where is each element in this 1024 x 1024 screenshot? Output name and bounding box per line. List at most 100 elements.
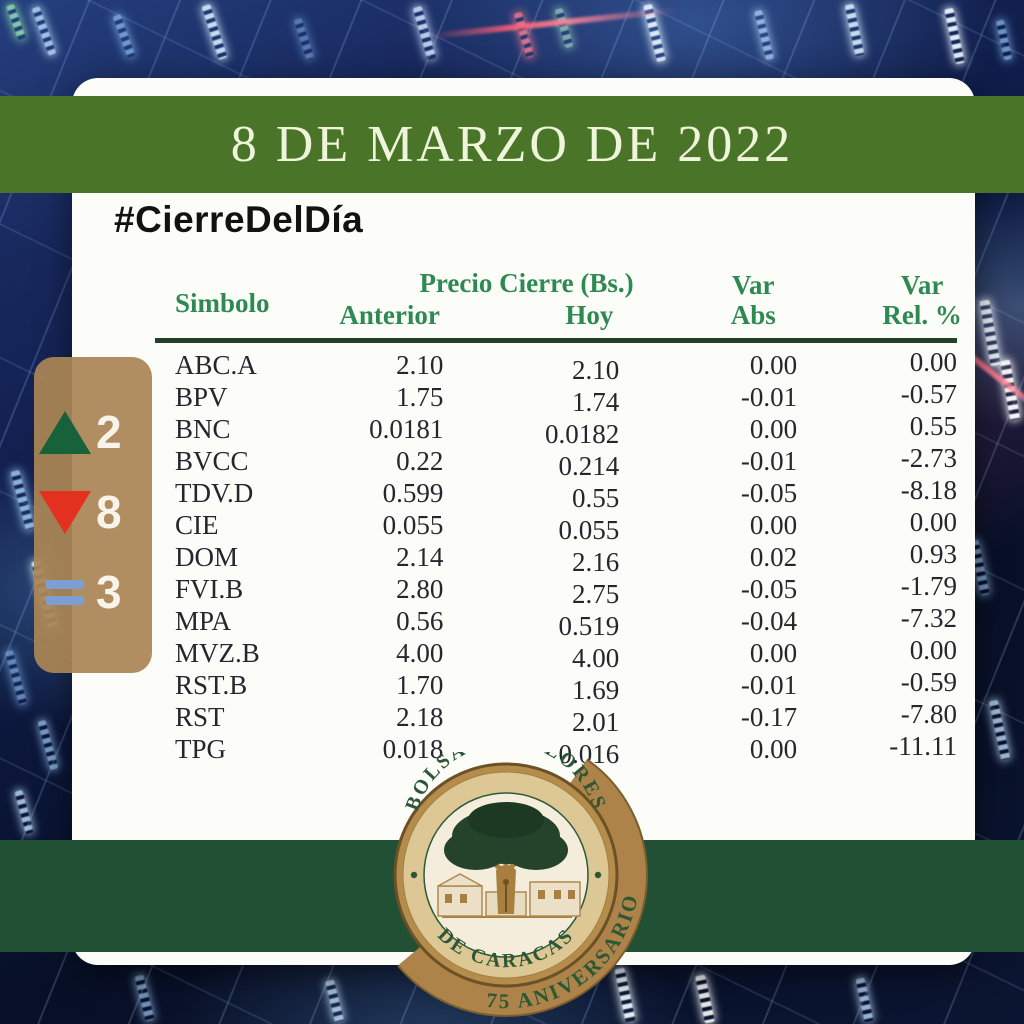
cell-previous: 0.0181 [369, 414, 444, 444]
cell-today: 2.01 [572, 707, 620, 737]
cell-previous: 1.75 [396, 382, 444, 412]
cell-var_rel: 0.00 [909, 635, 957, 665]
cell-today: 1.74 [572, 387, 620, 417]
seal-dot-left [410, 871, 418, 879]
ticker-digits-decor [201, 3, 228, 61]
ticker-digits-decor [554, 7, 574, 49]
cell-today: 0.055 [558, 515, 620, 545]
cell-var_abs: 0.00 [749, 414, 798, 444]
tree-emblem [437, 802, 581, 918]
ticker-digits-decor [14, 789, 34, 835]
cell-var_rel: 0.00 [909, 507, 957, 537]
cell-var_rel: -7.80 [900, 699, 957, 729]
cell-symbol: RST [175, 702, 225, 732]
ribbon-band [398, 760, 646, 1015]
cell-var_abs: -0.01 [740, 670, 798, 700]
ticker-digits-decor [695, 974, 715, 1024]
table-row: TPG 0.018 0.016 0.00 -11.11 [155, 731, 957, 769]
cell-symbol: BPV [175, 382, 228, 412]
cell-symbol: TDV.D [175, 478, 254, 508]
price-table-body: ABC.A 2.10 2.10 0.00 0.00 BPV 1.75 1.74 -0.01 -0.… [155, 341, 957, 769]
cell-previous: 2.10 [396, 350, 444, 380]
price-table: Simbolo Precio Cierre (Bs.) Var Abs Var … [155, 268, 962, 769]
ticker-digits-decor [944, 7, 965, 65]
table-row: DOM 2.14 2.16 0.02 0.93 [155, 539, 957, 577]
cell-today: 2.10 [572, 355, 620, 385]
cell-var_abs: 0.00 [749, 638, 798, 668]
table-row: ABC.A 2.10 2.10 0.00 0.00 [155, 341, 957, 385]
cell-var_rel: 0.00 [909, 347, 957, 377]
table-row: RST.B 1.70 1.69 -0.01 -0.59 [155, 667, 957, 705]
cell-symbol: FVI.B [175, 574, 244, 604]
cell-previous: 0.22 [396, 446, 444, 476]
cell-symbol: BVCC [175, 446, 249, 476]
table-row: MPA 0.56 0.519 -0.04 -7.32 [155, 603, 957, 641]
up-triangle-icon [34, 410, 96, 454]
cell-symbol: ABC.A [175, 350, 257, 380]
cell-previous: 0.055 [382, 510, 444, 540]
closing-prices-table: Simbolo Precio Cierre (Bs.) Var Abs Var … [155, 268, 962, 769]
decliners-row: 8 [34, 483, 152, 541]
cell-previous: 0.56 [396, 606, 444, 636]
advancers-count: 2 [96, 406, 122, 458]
ticker-digits-decor [112, 13, 136, 59]
ticker-digits-decor [995, 19, 1013, 61]
table-header: Simbolo Precio Cierre (Bs.) Var Abs Var … [155, 268, 962, 343]
cell-previous: 2.18 [396, 702, 444, 732]
table-row: BVCC 0.22 0.214 -0.01 -2.73 [155, 443, 957, 481]
cell-today: 0.214 [558, 451, 620, 481]
date-title: 8 DE MARZO DE 2022 [230, 116, 794, 173]
cell-var_rel: -8.18 [900, 475, 957, 505]
cell-var_rel: -1.79 [900, 571, 957, 601]
ticker-digits-decor [754, 9, 774, 61]
cell-symbol: DOM [175, 542, 239, 572]
cell-today: 0.55 [572, 483, 620, 513]
ticker-digits-decor [513, 11, 535, 59]
cell-today: 0.519 [558, 611, 620, 641]
cell-var_rel: -11.11 [889, 731, 957, 761]
date-banner: 8 DE MARZO DE 2022 [0, 96, 1024, 193]
cell-symbol: TPG [175, 734, 227, 764]
cell-var_rel: -0.57 [900, 379, 957, 409]
header-var-rel: Var Rel. % [797, 268, 962, 343]
cell-var_abs: 0.00 [749, 510, 798, 540]
header-price-group: Precio Cierre (Bs.) [419, 268, 634, 298]
cell-today: 1.69 [572, 675, 620, 705]
cell-symbol: RST.B [175, 670, 248, 700]
market-summary-box: 2 8 3 [34, 357, 152, 673]
ticker-digits-decor [10, 469, 35, 531]
cell-previous: 1.70 [396, 670, 444, 700]
cell-var_rel: -0.59 [900, 667, 957, 697]
table-row: MVZ.B 4.00 4.00 0.00 0.00 [155, 635, 957, 673]
cell-var_abs: -0.01 [740, 382, 798, 412]
cell-previous: 0.599 [382, 478, 444, 508]
ticker-digits-decor [37, 719, 59, 771]
header-today: Hoy [443, 298, 620, 343]
cell-previous: 4.00 [396, 638, 444, 668]
cell-var_abs: 0.00 [749, 350, 798, 380]
advancers-row: 2 [34, 403, 152, 461]
seal-dot-right [594, 871, 602, 879]
cell-today: 2.16 [572, 547, 620, 577]
cell-var_abs: -0.01 [740, 446, 798, 476]
ticker-digits-decor [979, 299, 1001, 367]
cell-var_rel: 0.55 [909, 411, 957, 441]
down-triangle-icon [34, 490, 96, 534]
cell-var_abs: -0.05 [740, 478, 798, 508]
cell-var_rel: 0.93 [909, 539, 957, 569]
unchanged-row: 3 [34, 563, 152, 621]
hashtag-title: #CierreDelDía [114, 199, 364, 240]
cell-var_rel: -2.73 [900, 443, 957, 473]
ticker-digits-decor [6, 3, 26, 41]
cell-previous: 2.14 [396, 542, 444, 572]
ticker-digits-decor [5, 649, 27, 706]
ticker-digits-decor [855, 977, 874, 1023]
cell-var_rel: -7.32 [900, 603, 957, 633]
table-row: FVI.B 2.80 2.75 -0.05 -1.79 [155, 571, 957, 609]
cell-var_abs: -0.04 [740, 606, 798, 636]
table-row: CIE 0.055 0.055 0.00 0.00 [155, 507, 957, 545]
ticker-digits-decor [293, 17, 315, 61]
table-row: BNC 0.0181 0.0182 0.00 0.55 [155, 411, 957, 449]
cell-var_abs: 0.00 [749, 734, 798, 764]
cell-symbol: MVZ.B [175, 638, 260, 668]
